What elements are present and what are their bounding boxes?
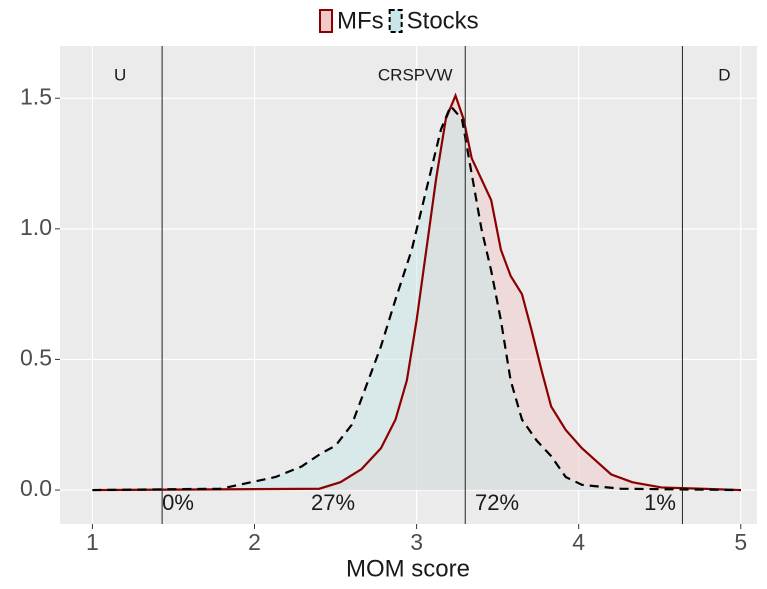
y-tick-label: 0.0 [20,475,52,501]
x-tick-label: 1 [86,529,99,555]
density-line [92,104,741,492]
legend-label: MFs [337,7,384,34]
annotation: 1% [644,490,676,515]
annotation: 27% [311,490,355,515]
y-tick-label: 0.5 [20,345,52,371]
annotation: 72% [475,490,519,515]
x-tick-label: 2 [248,529,261,555]
x-tick-label: 4 [572,529,585,555]
reference-label: U [114,65,126,84]
reference-label: D [718,65,730,84]
x-tick-label: 5 [734,529,747,555]
legend-key [319,9,333,33]
legend-label: Stocks [407,7,479,34]
legend-key [388,9,403,33]
reference-label: CRSPVW [378,65,453,84]
annotation: 0% [162,490,194,515]
density-line [92,92,741,492]
legend: MFs Stocks [319,7,479,34]
x-tick-label: 3 [410,529,423,555]
y-tick-label: 1.5 [20,83,52,109]
density-area [92,106,741,491]
x-axis-label: MOM score [346,555,470,582]
y-tick-label: 1.0 [20,214,52,240]
